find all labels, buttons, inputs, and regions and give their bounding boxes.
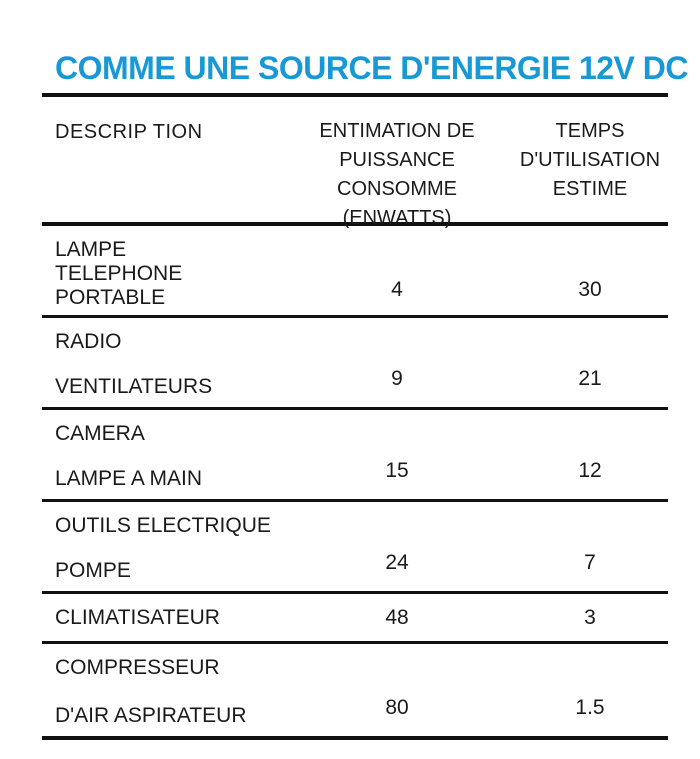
- row-power-value: 48: [385, 605, 409, 629]
- row-description-line: LAMPE: [55, 238, 127, 261]
- row-description-line: POMPE: [55, 559, 131, 582]
- column-header-time-line: TEMPS: [555, 120, 625, 142]
- row-description-line: LAMPE A MAIN: [55, 467, 203, 490]
- row-time-value: 3: [584, 605, 596, 629]
- row-time-value: 1.5: [575, 696, 605, 719]
- row-time-value: 21: [578, 367, 602, 390]
- column-header-time-line: ESTIME: [552, 178, 628, 200]
- column-header-time: TEMPS D'UTILISATION ESTIME: [512, 97, 668, 233]
- row-description: CAMERA LAMPE A MAIN: [42, 410, 282, 499]
- row-power-value: 9: [391, 367, 403, 390]
- column-header-time-line: D'UTILISATION: [519, 149, 661, 171]
- table-row: CAMERA LAMPE A MAIN 15 12: [42, 410, 668, 502]
- row-description: OUTILS ELECTRIQUE POMPE: [42, 502, 282, 591]
- page-title: COMME UNE SOURCE D'ENERGIE 12V DC: [55, 50, 688, 86]
- table-row: COMPRESSEUR D'AIR ASPIRATEUR 80 1.5: [42, 644, 668, 740]
- row-time-value: 7: [584, 551, 596, 574]
- title-divider: [42, 93, 668, 97]
- row-description: CLIMATISATEUR: [42, 594, 282, 641]
- row-time-value: 12: [578, 459, 602, 482]
- row-description: LAMPE TELEPHONE PORTABLE: [42, 226, 282, 318]
- row-power-value: 24: [385, 551, 409, 574]
- table-row: OUTILS ELECTRIQUE POMPE 24 7: [42, 502, 668, 594]
- row-description: RADIO VENTILATEURS: [42, 318, 282, 407]
- row-description-line: CLIMATISATEUR: [55, 605, 220, 629]
- row-description-line: TELEPHONE PORTABLE: [55, 262, 183, 309]
- row-description-line: RADIO: [55, 330, 122, 353]
- table-header: DESCRIP TION ENTIMATION DE PUISSANCE CON…: [42, 97, 668, 229]
- column-header-power-line: (ENWATTS): [342, 207, 452, 229]
- table-body: LAMPE TELEPHONE PORTABLE 4 30 RADIO VENTILATE…: [42, 226, 668, 740]
- header-divider: [42, 222, 668, 226]
- column-header-description: DESCRIP TION: [55, 121, 203, 143]
- row-description-line: VENTILATEURS: [55, 375, 213, 398]
- row-power-value: 15: [385, 459, 409, 482]
- table-content: COMME UNE SOURCE D'ENERGIE 12V DC DESCRI…: [42, 0, 688, 740]
- row-description-line: CAMERA: [55, 422, 145, 445]
- table-row: CLIMATISATEUR 48 3: [42, 594, 668, 644]
- column-header-power-line: PUISSANCE CONSOMME: [337, 149, 457, 200]
- table-row: RADIO VENTILATEURS 9 21: [42, 318, 668, 410]
- row-time-value: 30: [578, 278, 602, 301]
- row-description-line: COMPRESSEUR: [55, 656, 220, 679]
- table-row: LAMPE TELEPHONE PORTABLE 4 30: [42, 226, 668, 318]
- row-description-line: OUTILS ELECTRIQUE: [55, 514, 271, 537]
- row-power-value: 80: [385, 696, 409, 719]
- column-header-power: ENTIMATION DE PUISSANCE CONSOMME (ENWATT…: [282, 97, 512, 233]
- row-description: COMPRESSEUR D'AIR ASPIRATEUR: [42, 644, 282, 736]
- row-description-line: D'AIR ASPIRATEUR: [55, 704, 247, 727]
- row-power-value: 4: [391, 278, 403, 301]
- column-header-power-line: ENTIMATION DE: [319, 120, 475, 142]
